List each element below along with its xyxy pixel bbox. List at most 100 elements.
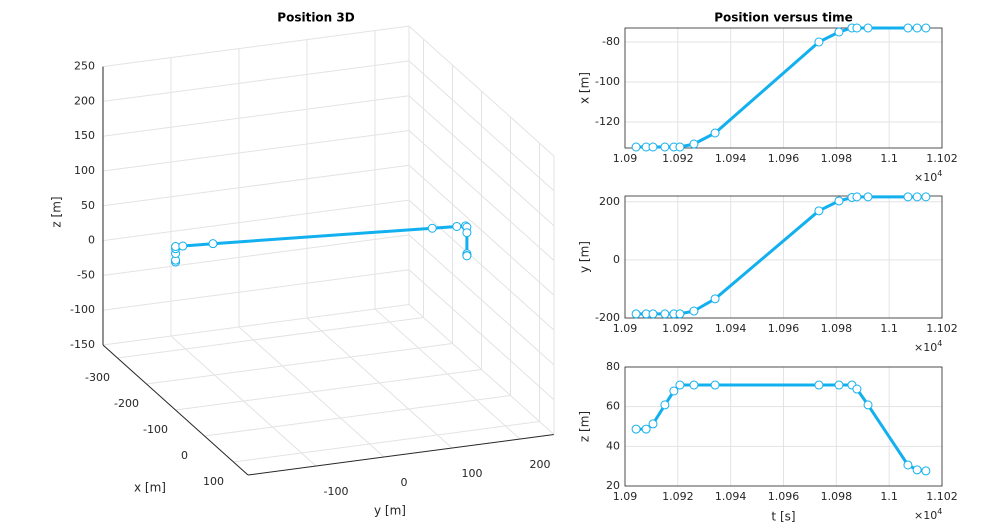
grid-line <box>408 130 555 261</box>
series-marker <box>710 128 720 138</box>
series-marker <box>669 386 679 396</box>
trajectory-marker <box>427 223 437 233</box>
series-marker <box>903 23 913 33</box>
x-multiplier: ×10 <box>914 171 937 184</box>
chart-title: Position versus time <box>714 11 853 25</box>
y-tick-label: 80 <box>606 360 620 373</box>
series-marker <box>689 139 699 149</box>
x-tick-label: 1.094 <box>715 322 747 335</box>
y-tick-label: 200 <box>599 195 620 208</box>
series-marker <box>689 380 699 390</box>
trajectory-marker <box>452 221 462 231</box>
y-tick-label: -100 <box>324 485 349 498</box>
grid-line <box>408 269 555 401</box>
x-tick-label: 1.094 <box>715 490 747 503</box>
series-marker <box>675 380 685 390</box>
x-tick-label: 1.1 <box>880 152 898 165</box>
trajectory-marker <box>208 239 218 249</box>
x-tick-label: 1.09 <box>613 490 638 503</box>
z-tick-label: -50 <box>77 268 95 281</box>
series-marker <box>641 424 651 434</box>
grid-line <box>408 164 555 296</box>
x-tick-label: 1.09 <box>613 152 638 165</box>
x-tick-label: 1.09 <box>613 322 638 335</box>
series-marker <box>660 142 670 152</box>
x-tick-label: 1.096 <box>768 490 800 503</box>
series-marker <box>631 142 641 152</box>
series-marker <box>921 23 931 33</box>
x-axis-line <box>102 344 249 476</box>
series-marker <box>912 23 922 33</box>
x-tick-label: 100 <box>203 475 224 488</box>
x-tick-label: 1.096 <box>768 152 800 165</box>
grid-line <box>408 25 555 157</box>
x-tick-label: 1.092 <box>662 322 694 335</box>
z-tick-label: 150 <box>74 129 95 142</box>
y-tick-label: -80 <box>602 35 620 48</box>
grid-line <box>117 317 424 359</box>
axes-box <box>624 195 943 319</box>
grid-line <box>102 234 410 276</box>
series-marker <box>631 424 641 434</box>
x-exponent: ×104 <box>914 339 942 355</box>
series-marker <box>814 206 824 216</box>
series-marker <box>710 294 720 304</box>
grid-line <box>306 317 453 449</box>
y-tick-label: 60 <box>606 400 620 413</box>
z-tick-label: 250 <box>74 60 95 73</box>
grid-line <box>102 60 410 102</box>
x-tick-label: 1.1 <box>880 490 898 503</box>
x-exponent-power: 4 <box>937 339 942 348</box>
series-marker <box>689 306 699 316</box>
x-tick-label: 1.096 <box>768 322 800 335</box>
y-tick-label: -100 <box>595 75 620 88</box>
grid-line <box>408 199 555 331</box>
series-marker <box>921 192 931 202</box>
y-axis-label: y [m] <box>578 241 592 273</box>
z-tick-label: 50 <box>81 199 95 212</box>
x-exponent: ×104 <box>914 169 942 185</box>
x-tick-label: -200 <box>114 397 139 410</box>
grid-line <box>408 234 555 366</box>
x-axis-label: x [m] <box>134 481 166 495</box>
z-tick-label: 0 <box>88 234 95 247</box>
series-marker <box>903 192 913 202</box>
grid-line <box>170 335 317 467</box>
y-tick-label: 0 <box>613 253 620 266</box>
grid-line <box>102 164 410 207</box>
series-line <box>636 383 927 473</box>
series-marker <box>814 37 824 47</box>
y-axis-line <box>247 434 555 476</box>
series-line <box>636 26 926 149</box>
trajectory-marker <box>178 241 188 251</box>
series-marker <box>863 23 873 33</box>
series-marker <box>852 384 862 394</box>
y-tick-label: 0 <box>401 476 408 489</box>
series-marker <box>852 23 862 33</box>
x-tick-label: 1.098 <box>821 152 853 165</box>
grid-line <box>102 269 410 311</box>
axes-box <box>624 366 943 487</box>
series-marker <box>903 460 913 470</box>
y-tick-label: -200 <box>595 311 620 324</box>
grid-line <box>102 199 410 242</box>
x-exponent: ×104 <box>914 507 942 523</box>
series-marker <box>912 192 922 202</box>
grid-line <box>175 369 482 411</box>
grid-line <box>374 308 521 440</box>
z-axis-label: z [m] <box>50 196 64 227</box>
x-multiplier: ×10 <box>914 509 937 522</box>
grid-line <box>408 95 555 227</box>
series-marker <box>863 192 873 202</box>
z-tick-label: 200 <box>74 94 95 107</box>
y-tick-label: 200 <box>530 458 551 471</box>
x-tick-label: 1.102 <box>926 322 958 335</box>
grid-line <box>238 326 385 458</box>
z-tick-label: -150 <box>70 338 95 351</box>
series-marker <box>852 192 862 202</box>
chart-title: Position 3D <box>277 11 354 25</box>
series-marker <box>648 419 658 429</box>
grid-line <box>102 304 410 346</box>
